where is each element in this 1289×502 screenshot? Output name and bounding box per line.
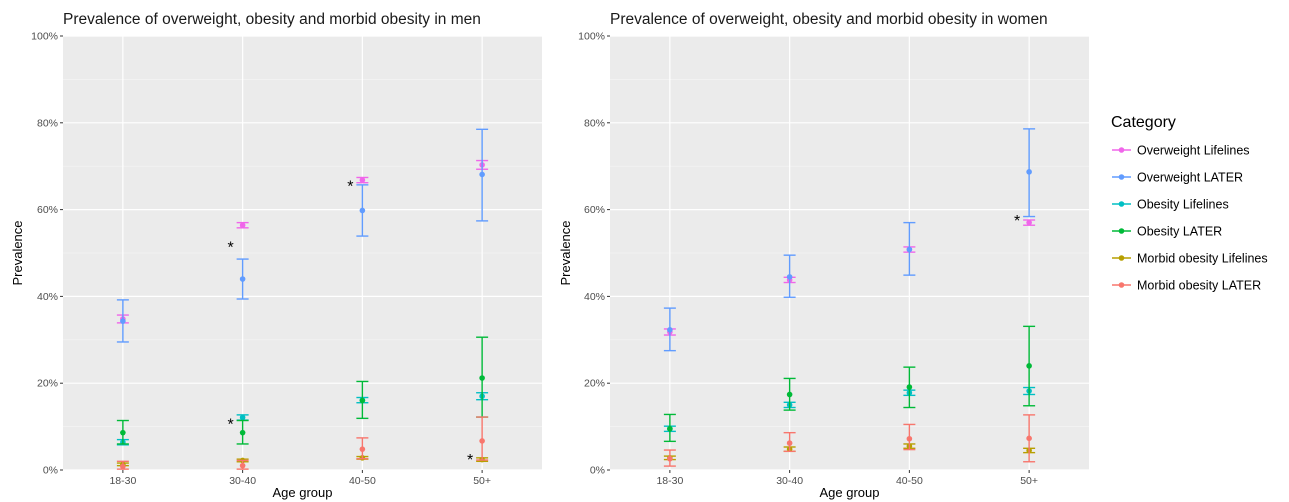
y-tick-label: 20% xyxy=(37,378,58,390)
significance-marker: * xyxy=(347,179,353,196)
legend-item: Overweight Lifelines xyxy=(1112,144,1250,158)
y-tick-label: 80% xyxy=(584,117,605,129)
data-point xyxy=(359,207,366,214)
legend-key-point xyxy=(1118,282,1125,288)
x-tick-label: 18-30 xyxy=(656,475,683,487)
data-point xyxy=(359,177,366,183)
data-point xyxy=(786,391,793,398)
data-point xyxy=(120,429,126,436)
x-tick-label: 18-30 xyxy=(109,475,136,487)
data-point xyxy=(239,276,246,282)
legend-key-point xyxy=(1118,174,1125,180)
y-tick-label: 40% xyxy=(584,291,605,303)
data-point xyxy=(120,318,126,324)
data-point xyxy=(479,171,485,178)
x-tick-label: 30-40 xyxy=(229,475,256,487)
significance-marker: * xyxy=(228,239,234,256)
y-axis-label: Prevalence xyxy=(558,220,573,285)
data-point xyxy=(239,414,246,421)
legend-item: Morbid obesity Lifelines xyxy=(1112,252,1268,266)
significance-marker: * xyxy=(467,452,473,469)
data-point xyxy=(667,327,673,333)
series-overweight-later xyxy=(116,128,489,343)
chart-panel-2: 0% 20% 40% 60% 80% 100% 18-30 30-40 40-50 50+ Prev… xyxy=(558,11,1089,500)
legend-item: Obesity Lifelines xyxy=(1112,198,1229,212)
x-tick-label: 50+ xyxy=(1020,475,1038,487)
y-tick-label: 0% xyxy=(43,465,58,477)
legend-key-point xyxy=(1118,255,1125,261)
significance-marker: * xyxy=(1014,213,1020,230)
data-point xyxy=(906,384,913,390)
series-overweight-later xyxy=(663,128,1036,352)
data-point xyxy=(786,274,793,280)
data-point xyxy=(239,429,246,436)
legend-key-point xyxy=(1118,147,1125,153)
legend-title: Category xyxy=(1111,114,1176,131)
data-point xyxy=(1026,435,1032,442)
data-point xyxy=(1026,363,1032,369)
chart-title: Prevalence of overweight, obesity and mo… xyxy=(610,11,1048,28)
legend-label: Overweight Lifelines xyxy=(1137,144,1250,158)
data-point xyxy=(1026,169,1032,175)
data-point xyxy=(359,397,366,404)
x-tick-label: 40-50 xyxy=(896,475,923,487)
y-tick-label: 60% xyxy=(37,204,58,216)
legend-label: Obesity Lifelines xyxy=(1137,198,1229,212)
y-tick-label: 100% xyxy=(578,31,605,43)
y-tick-label: 40% xyxy=(37,291,58,303)
data-point xyxy=(786,440,793,446)
legend-key-point xyxy=(1118,201,1125,207)
data-point xyxy=(667,455,673,462)
x-axis-label: Age group xyxy=(820,485,880,500)
data-point xyxy=(667,425,673,432)
chart-title: Prevalence of overweight, obesity and mo… xyxy=(63,11,481,28)
y-tick-label: 60% xyxy=(584,204,605,216)
significance-marker: * xyxy=(228,417,234,434)
legend-label: Morbid obesity LATER xyxy=(1137,279,1261,293)
y-axis-label: Prevalence xyxy=(10,220,25,285)
legend-key-point xyxy=(1118,228,1125,234)
legend-item: Obesity LATER xyxy=(1112,225,1222,239)
chart-panel-1: 0% 20% 40% 60% 80% 100% 18-30 30-40 40-50 50+ Prev… xyxy=(10,11,542,500)
y-tick-label: 20% xyxy=(584,378,605,390)
y-tick-label: 0% xyxy=(590,465,605,477)
x-axis-label: Age group xyxy=(273,485,333,500)
data-point xyxy=(239,222,246,229)
data-point xyxy=(1026,219,1032,226)
legend-label: Obesity LATER xyxy=(1137,225,1222,239)
data-point xyxy=(359,446,366,452)
series-morbid-obesity-later xyxy=(663,414,1036,467)
x-tick-label: 30-40 xyxy=(776,475,803,487)
data-point xyxy=(239,462,246,469)
legend-label: Overweight LATER xyxy=(1137,171,1243,185)
y-tick-label: 80% xyxy=(37,117,58,129)
x-tick-label: 50+ xyxy=(473,475,491,487)
y-tick-label: 100% xyxy=(31,31,58,43)
legend-label: Morbid obesity Lifelines xyxy=(1137,252,1268,266)
series-morbid-obesity-later xyxy=(116,416,489,470)
legend: Category Overweight Lifelines Overweight L… xyxy=(1111,114,1268,293)
x-tick-label: 40-50 xyxy=(349,475,376,487)
data-point xyxy=(479,375,485,381)
data-point xyxy=(906,435,913,442)
legend-item: Overweight LATER xyxy=(1112,171,1243,185)
data-point xyxy=(906,246,913,253)
data-point xyxy=(479,438,485,444)
legend-item: Morbid obesity LATER xyxy=(1112,279,1261,293)
series-obesity-later xyxy=(663,325,1036,443)
data-point xyxy=(120,463,126,470)
